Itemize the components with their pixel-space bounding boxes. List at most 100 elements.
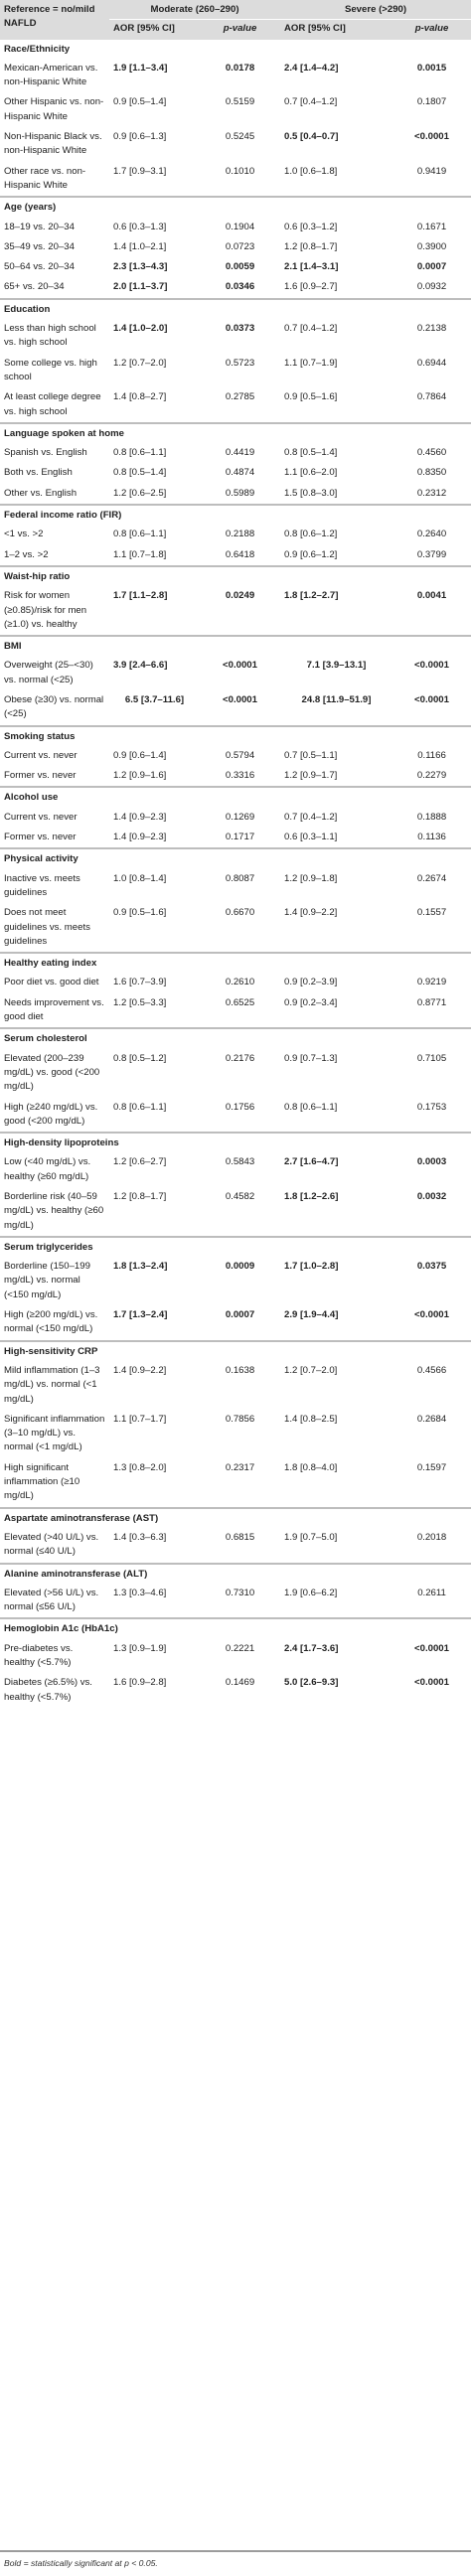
moderate-pvalue-cell: 0.7310 xyxy=(225,1587,255,1598)
table-row: Current vs. never 0.9 [0.6–1.4] 0.5794 0.7 … xyxy=(0,746,471,766)
severe-pvalue-cell: 0.0015 xyxy=(416,62,447,74)
moderate-aor-cell: 1.1 [0.7–1.8] xyxy=(113,548,167,560)
severe-pvalue-cell: 0.0932 xyxy=(416,281,447,293)
section-title: Federal income ratio (FIR) xyxy=(0,504,471,526)
row-label: Borderline (150–199 mg/dL) vs. normal (<… xyxy=(4,1261,90,1300)
table-row: Obese (≥30) vs. normal (<25) 6.5 [3.7–11.… xyxy=(0,690,471,726)
moderate-pvalue-cell: 0.1269 xyxy=(225,811,255,823)
row-label: Significant inflammation (3–10 mg/dL) vs… xyxy=(4,1413,105,1453)
moderate-aor-cell: 1.4 [0.9–2.2] xyxy=(113,1364,167,1376)
severe-aor-cell: 0.7 [0.4–1.2] xyxy=(284,811,338,823)
severe-pvalue-cell: 0.2674 xyxy=(416,872,447,884)
moderate-aor-cell: 1.7 [0.9–3.1] xyxy=(113,165,167,177)
row-label: At least college degree vs. high school xyxy=(4,391,101,417)
row-label: Other vs. English xyxy=(4,487,78,499)
moderate-pvalue-cell: 0.0007 xyxy=(225,1309,255,1321)
moderate-aor-cell: 1.3 [0.9–1.9] xyxy=(113,1642,167,1654)
table-body: Race/Ethnicity Mexican-American vs. non-H… xyxy=(0,40,471,1708)
severe-pvalue-cell: 0.9419 xyxy=(416,165,447,177)
moderate-aor-cell: 1.0 [0.8–1.4] xyxy=(113,872,167,884)
severe-pvalue-cell: 0.1597 xyxy=(416,1461,447,1473)
severe-aor-cell: 24.8 [11.9–51.9] xyxy=(301,693,372,705)
table-row: High (≥240 mg/dL) vs. good (<200 mg/dL) 0… xyxy=(0,1098,471,1134)
moderate-aor-cell: 1.4 [0.9–2.3] xyxy=(113,811,167,823)
severe-pvalue-cell: 0.1753 xyxy=(416,1101,447,1113)
severe-aor-cell: 0.5 [0.4–0.7] xyxy=(284,131,339,143)
section-row: BMI xyxy=(0,635,471,657)
moderate-pvalue-cell: 0.6670 xyxy=(225,907,255,919)
moderate-pvalue-cell: 0.1717 xyxy=(225,832,255,843)
severe-pvalue-cell: 0.2279 xyxy=(416,770,447,782)
severe-header: Severe (>290) xyxy=(280,0,471,21)
row-label: Some college vs. high school xyxy=(4,357,97,382)
row-label: High (≥240 mg/dL) vs. good (<200 mg/dL) xyxy=(4,1101,98,1127)
severe-pvalue-cell: 0.7105 xyxy=(416,1052,447,1064)
table-row: Other Hispanic vs. non-Hispanic White 0.9… xyxy=(0,92,471,127)
section-title: High-sensitivity CRP xyxy=(0,1339,471,1361)
moderate-aor-cell: 1.2 [0.6–2.5] xyxy=(113,487,167,499)
moderate-pvalue-cell: 0.0723 xyxy=(225,240,255,252)
moderate-pvalue-cell: 0.0059 xyxy=(225,261,255,273)
row-label: Current vs. never xyxy=(4,811,78,823)
row-label: High significant inflammation (≥10 mg/dL… xyxy=(4,1461,80,1502)
table-row: Low (<40 mg/dL) vs. healthy (≥60 mg/dL) 1… xyxy=(0,1152,471,1187)
severe-pvalue-cell: 0.4560 xyxy=(416,447,447,459)
table-header: Reference = no/mild NAFLD Moderate (260–… xyxy=(0,0,471,40)
row-label: Less than high school vs. high school xyxy=(4,323,96,349)
moderate-pvalue-cell: 0.6418 xyxy=(225,548,255,560)
section-row: Serum cholesterol xyxy=(0,1027,471,1049)
severe-pvalue-header: p-value xyxy=(392,19,471,40)
table-row: 18–19 vs. 20–34 0.6 [0.3–1.3] 0.1904 0.6 [0… xyxy=(0,218,471,237)
row-label: Current vs. never xyxy=(4,749,78,761)
moderate-aor-cell: 1.2 [0.5–3.3] xyxy=(113,996,167,1008)
section-title: Smoking status xyxy=(0,724,471,746)
severe-aor-cell: 0.6 [0.3–1.2] xyxy=(284,221,338,232)
section-row: Physical activity xyxy=(0,847,471,869)
reference-header: Reference = no/mild NAFLD xyxy=(0,0,109,40)
severe-pvalue-cell: <0.0001 xyxy=(414,131,449,143)
table-row: High significant inflammation (≥10 mg/dL… xyxy=(0,1458,471,1508)
row-label: Mild inflammation (1–3 mg/dL) vs. normal… xyxy=(4,1364,100,1405)
severe-aor-cell: 1.2 [0.8–1.7] xyxy=(284,240,338,252)
severe-pvalue-cell: 0.8771 xyxy=(416,996,447,1008)
row-label: Pre-diabetes vs. healthy (<5.7%) xyxy=(4,1642,74,1669)
severe-pvalue-cell: 0.3900 xyxy=(416,240,447,252)
moderate-aor-cell: 1.4 [0.9–2.3] xyxy=(113,832,167,843)
table-row: Less than high school vs. high school 1.4… xyxy=(0,319,471,354)
section-row: Education xyxy=(0,297,471,320)
section-title: Education xyxy=(0,297,471,320)
severe-pvalue-cell: 0.2138 xyxy=(416,323,447,335)
moderate-pvalue-cell: 0.7856 xyxy=(225,1413,255,1425)
results-table: Reference = no/mild NAFLD Moderate (260–… xyxy=(0,0,471,1708)
moderate-aor-cell: 1.6 [0.9–2.8] xyxy=(113,1677,167,1689)
severe-aor-cell: 0.9 [0.5–1.6] xyxy=(284,391,338,403)
moderate-pvalue-cell: 0.2785 xyxy=(225,391,255,403)
severe-aor-cell: 1.8 [0.8–4.0] xyxy=(284,1461,338,1473)
row-label: <1 vs. >2 xyxy=(4,529,44,540)
moderate-pvalue-cell: 0.5723 xyxy=(225,357,255,369)
moderate-header: Moderate (260–290) xyxy=(109,0,280,21)
table-row: At least college degree vs. high school 1… xyxy=(0,387,471,423)
moderate-aor-cell: 1.8 [1.3–2.4] xyxy=(113,1261,168,1273)
table-row: Mild inflammation (1–3 mg/dL) vs. normal… xyxy=(0,1361,471,1410)
severe-aor-cell: 5.0 [2.6–9.3] xyxy=(284,1677,339,1689)
moderate-aor-cell: 0.9 [0.5–1.6] xyxy=(113,907,167,919)
row-label: 18–19 vs. 20–34 xyxy=(4,221,75,232)
moderate-aor-cell: 1.4 [0.3–6.3] xyxy=(113,1531,167,1543)
moderate-pvalue-cell: 0.2221 xyxy=(225,1642,255,1654)
severe-pvalue-cell: <0.0001 xyxy=(414,1309,449,1321)
table-row: Risk for women (≥0.85)/risk for men (≥1.… xyxy=(0,586,471,636)
table-row: Poor diet vs. good diet 1.6 [0.7–3.9] 0.26… xyxy=(0,973,471,992)
row-label: Elevated (200–239 mg/dL) vs. good (<200 … xyxy=(4,1052,100,1093)
moderate-aor-cell: 1.1 [0.7–1.7] xyxy=(113,1413,167,1425)
severe-aor-cell: 0.8 [0.5–1.4] xyxy=(284,447,338,459)
severe-aor-header: AOR [95% CI] xyxy=(280,19,392,40)
severe-aor-cell: 1.9 [0.7–5.0] xyxy=(284,1531,338,1543)
severe-pvalue-cell: 0.1166 xyxy=(417,749,446,761)
moderate-aor-cell: 1.6 [0.7–3.9] xyxy=(113,977,167,988)
severe-aor-cell: 1.5 [0.8–3.0] xyxy=(284,487,338,499)
severe-aor-cell: 0.9 [0.6–1.2] xyxy=(284,548,338,560)
moderate-pvalue-cell: 0.5989 xyxy=(225,487,255,499)
row-label: Obese (≥30) vs. normal (<25) xyxy=(4,693,104,720)
